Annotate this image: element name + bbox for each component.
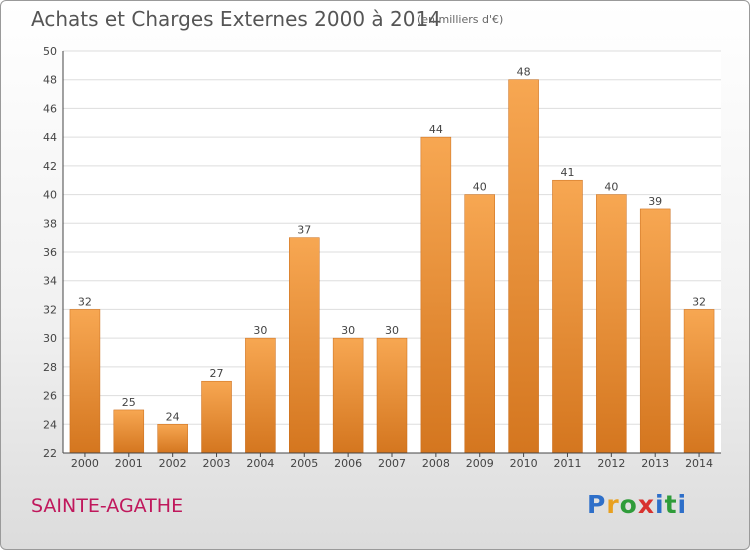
y-tick-label: 32 — [43, 303, 57, 316]
y-tick-label: 26 — [43, 390, 57, 403]
bar — [376, 337, 408, 454]
bar — [639, 208, 671, 454]
town-name: SAINTE-AGATHE — [31, 495, 184, 517]
x-tick-label: 2014 — [685, 457, 713, 470]
bar — [464, 194, 495, 454]
x-tick-label: 2005 — [290, 457, 318, 470]
data-label: 32 — [78, 295, 92, 308]
data-label: 48 — [517, 66, 531, 79]
bar — [289, 237, 320, 454]
data-label: 44 — [429, 123, 443, 136]
bar — [201, 380, 232, 454]
bar — [420, 136, 452, 454]
y-tick-label: 30 — [43, 332, 57, 345]
y-tick-label: 44 — [43, 131, 57, 144]
logo-letter: P — [587, 490, 607, 519]
logo-letter: i — [677, 490, 688, 519]
logo-letter: x — [637, 490, 655, 519]
chart-unit-label: (en milliers d'€) — [417, 13, 504, 26]
x-tick-label: 2006 — [334, 457, 362, 470]
bar — [69, 309, 101, 454]
y-tick-label: 40 — [43, 189, 57, 202]
bar — [596, 194, 627, 454]
data-label: 40 — [604, 181, 618, 194]
data-label: 32 — [692, 295, 706, 308]
bar — [113, 409, 145, 454]
x-tick-label: 2007 — [378, 457, 406, 470]
bar — [157, 424, 188, 454]
chart-title: Achats et Charges Externes 2000 à 2014 — [31, 7, 441, 31]
data-label: 30 — [385, 324, 399, 337]
data-label: 40 — [473, 181, 487, 194]
y-tick-label: 42 — [43, 160, 57, 173]
x-tick-label: 2001 — [115, 457, 143, 470]
x-tick-label: 2010 — [510, 457, 538, 470]
y-tick-label: 28 — [43, 361, 57, 374]
data-label: 27 — [210, 367, 224, 380]
bars: 32 25 24 27 30 37 30 30 44 40 48 41 40 39 32 — [69, 66, 715, 454]
y-tick-label: 36 — [43, 246, 57, 259]
y-tick-label: 38 — [43, 217, 57, 230]
y-tick-label: 22 — [43, 447, 57, 460]
y-tick-label: 50 — [43, 45, 57, 58]
y-tick-label: 46 — [43, 102, 57, 115]
data-label: 30 — [341, 324, 355, 337]
bar — [552, 179, 583, 454]
x-tick-label: 2004 — [246, 457, 274, 470]
x-tick-label: 2012 — [597, 457, 625, 470]
data-label: 41 — [560, 166, 574, 179]
x-tick-label: 2009 — [466, 457, 494, 470]
x-tick-label: 2000 — [71, 457, 99, 470]
bar — [332, 337, 364, 454]
data-label: 24 — [166, 410, 180, 423]
x-tick-label: 2011 — [553, 457, 581, 470]
data-label: 30 — [253, 324, 267, 337]
x-tick-label: 2008 — [422, 457, 450, 470]
y-tick-label: 34 — [43, 275, 57, 288]
logo-letter: o — [619, 490, 638, 519]
x-tick-label: 2003 — [203, 457, 231, 470]
logo-letter: r — [606, 490, 620, 519]
data-label: 39 — [648, 195, 662, 208]
axes: 22 24 26 28 30 32 34 36 38 40 42 44 46 48 50 2000 2001 20… — [43, 45, 721, 470]
proxiti-logo[interactable]: Proxiti — [587, 490, 687, 519]
bar — [683, 309, 715, 454]
y-tick-label: 24 — [43, 418, 57, 431]
data-label: 37 — [297, 224, 311, 237]
logo-letter: t — [664, 490, 678, 519]
y-tick-label: 48 — [43, 74, 57, 87]
bar — [245, 337, 276, 454]
bar — [508, 79, 539, 454]
x-tick-label: 2002 — [159, 457, 187, 470]
data-label: 25 — [122, 396, 136, 409]
x-tick-label: 2013 — [641, 457, 669, 470]
logo-letter: i — [655, 490, 665, 519]
